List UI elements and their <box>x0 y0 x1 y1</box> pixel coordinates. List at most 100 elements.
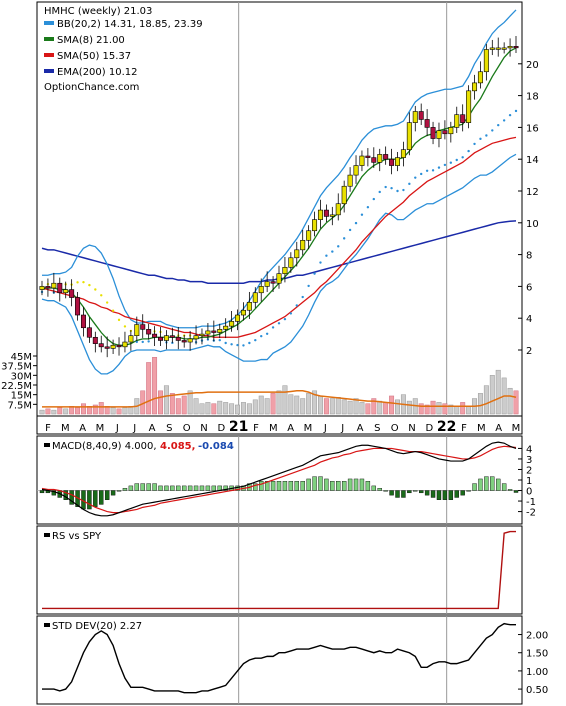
rs-label: RS vs SPY <box>52 531 102 542</box>
sar-dot <box>295 304 298 307</box>
macd-histogram-bar <box>276 481 282 491</box>
candle-body <box>436 130 442 139</box>
volume-bar <box>300 398 306 415</box>
x-tick-label: S <box>166 423 172 434</box>
volume-bar <box>448 404 454 415</box>
volume-tick-label: 37.5M <box>1 362 32 373</box>
volume-bar <box>199 403 205 415</box>
x-tick-label: J <box>323 423 327 434</box>
x-tick-label: A <box>149 423 156 434</box>
volume-bar <box>483 385 489 415</box>
sar-dot <box>313 272 316 275</box>
candle-body <box>104 346 110 349</box>
std-tick-label: 0.50 <box>526 685 548 696</box>
sar-dot <box>254 338 257 342</box>
macd-histogram-bar <box>294 481 299 491</box>
sar-dot <box>342 237 346 240</box>
candle-body <box>495 47 501 50</box>
sar-dot <box>337 245 340 248</box>
sar-dot <box>402 188 405 192</box>
macd-histogram-bar <box>152 483 157 491</box>
macd-histogram-bar <box>264 481 270 491</box>
candle-body <box>513 46 519 49</box>
legend-sma8-swatch <box>44 37 54 41</box>
volume-bar <box>318 395 323 415</box>
sar-dot <box>348 228 352 232</box>
bb-upper-line <box>42 9 517 329</box>
macd-label: MACD(8,40,9) 4.000, <box>52 441 157 452</box>
x-tick-label: D <box>217 423 225 434</box>
candle-body <box>507 46 513 49</box>
sar-dot <box>372 197 375 201</box>
candle-body <box>383 154 389 160</box>
volume-bar <box>81 403 86 415</box>
candle-body <box>140 324 146 330</box>
sar-dot <box>408 182 411 186</box>
sar-dot <box>467 149 470 153</box>
macd-histogram-bar <box>371 485 376 491</box>
candle-body <box>501 47 507 50</box>
macd-histogram-bar <box>146 483 151 491</box>
sar-dot <box>414 176 417 179</box>
sar-dot <box>76 281 79 284</box>
sar-dot <box>461 156 464 159</box>
candle-body <box>294 249 300 259</box>
sar-dot <box>230 343 233 346</box>
candle-body <box>146 329 152 335</box>
price-candles <box>39 35 519 358</box>
volume-bar <box>169 393 175 415</box>
macd-histogram-bar <box>181 485 187 491</box>
volume-average-line <box>42 390 517 408</box>
macd-histogram-bar <box>282 481 288 491</box>
volume-bar <box>477 393 483 415</box>
macd-histogram-bar <box>134 483 140 491</box>
macd-histogram-bar <box>513 490 519 493</box>
volume-bar <box>92 404 98 415</box>
macd-histogram-bar <box>389 490 394 496</box>
sar-dot <box>497 123 500 127</box>
volume-tick-label: 7.5M <box>7 400 32 411</box>
x-tick-label: N <box>200 423 207 434</box>
sar-dot <box>437 166 441 169</box>
sar-dot <box>366 206 370 209</box>
macd-histogram-bar <box>401 490 406 498</box>
indicator-lines <box>40 9 518 375</box>
sar-dot <box>307 284 310 288</box>
candle-body <box>122 341 128 348</box>
macd-histogram-bar <box>383 490 388 492</box>
candle-body <box>300 239 306 251</box>
sar-dot <box>301 295 304 299</box>
candle-body <box>57 282 63 294</box>
volume-bar <box>513 390 519 415</box>
candle-body <box>98 343 104 348</box>
macd-histogram-bar <box>466 490 471 492</box>
price-panel-frame <box>36 1 523 417</box>
macd-histogram-bar <box>211 485 217 491</box>
macd-histogram-bar <box>300 481 305 491</box>
sar-dot <box>491 129 494 132</box>
sar-dot <box>123 325 127 328</box>
candle-body <box>211 330 217 333</box>
sar-dot <box>396 189 399 193</box>
volume-bar <box>152 357 158 415</box>
candle-body <box>430 127 436 139</box>
volume-bar <box>436 402 442 415</box>
volume-bar <box>258 395 264 415</box>
sar-dot <box>248 341 251 345</box>
sar-dot <box>319 261 322 264</box>
candle-body <box>63 289 69 294</box>
candle-body <box>175 336 181 341</box>
candle-body <box>39 286 45 290</box>
macd-histogram-bar <box>330 481 335 491</box>
macd-histogram-bar <box>253 483 258 491</box>
axis-labels: 24681012141618207.5M15M22.5M30M37.5M45MF… <box>1 60 548 696</box>
macd-histogram-bar <box>128 485 134 491</box>
candle-body <box>92 336 98 344</box>
bb-lower-line <box>41 153 517 375</box>
x-tick-label: F <box>253 423 259 434</box>
macd-signal-line <box>41 445 517 514</box>
candle-body <box>341 185 347 205</box>
sar-dot <box>502 119 506 122</box>
legend-ema200: EMA(200) 10.12 <box>57 67 137 78</box>
sar-dot <box>431 169 435 172</box>
